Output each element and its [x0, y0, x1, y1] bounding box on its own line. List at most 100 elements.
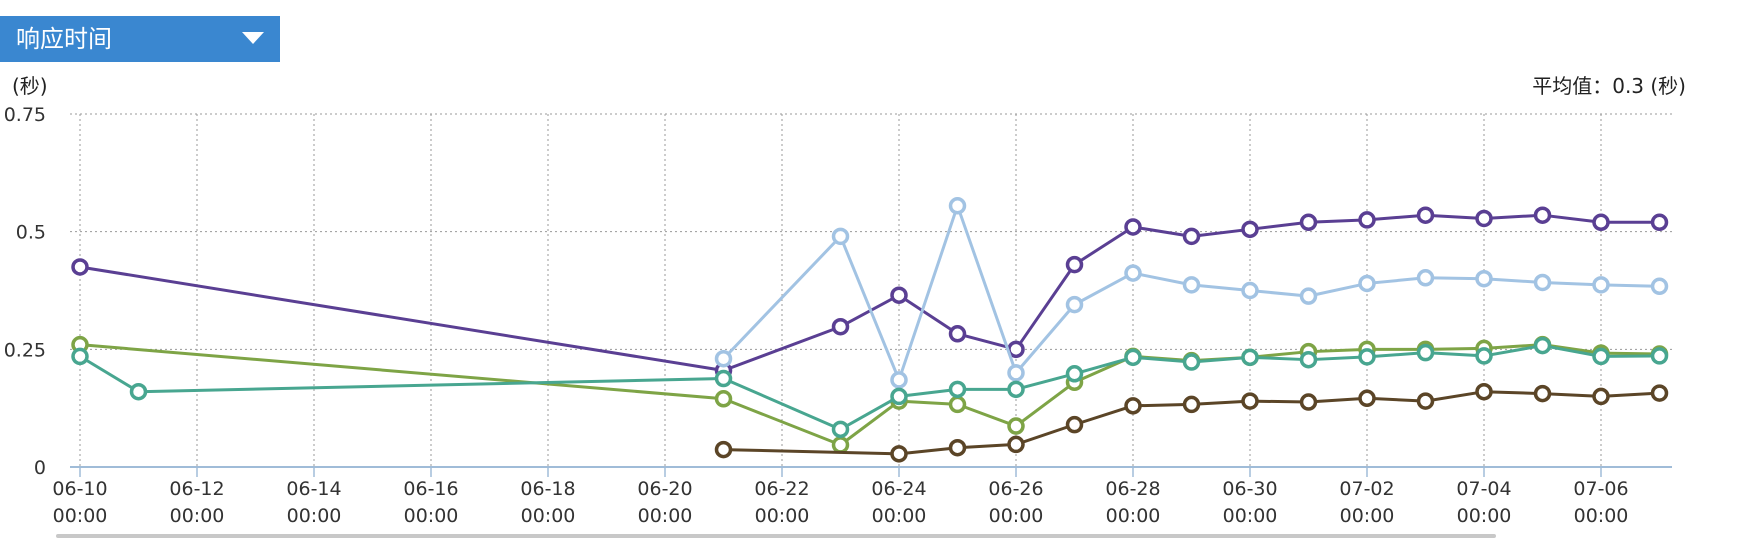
data-point — [948, 325, 967, 343]
data-point — [948, 438, 967, 457]
y-tick-label: 0.25 — [4, 339, 46, 361]
x-tick-label-time: 00:00 — [521, 505, 576, 527]
series-1 — [71, 206, 1669, 380]
x-tick-label-time: 00:00 — [1340, 505, 1395, 527]
x-tick-label-date: 06-14 — [286, 478, 341, 500]
x-tick-label-date: 06-20 — [637, 478, 692, 500]
series-line — [722, 204, 1660, 382]
data-point — [1241, 348, 1259, 367]
x-tick-label-date: 06-18 — [520, 478, 575, 500]
data-point — [1182, 395, 1201, 414]
y-tick-labels: 0.75 0.5 0.25 0 — [4, 104, 46, 479]
x-tick-label-time: 00:00 — [872, 505, 927, 527]
data-point — [1650, 213, 1669, 232]
y-tick-label: 0.75 — [4, 104, 46, 126]
data-point — [1065, 415, 1084, 434]
x-tick-label-date: 07-06 — [1573, 478, 1628, 500]
x-tick-label-time: 00:00 — [989, 505, 1044, 527]
data-point — [1650, 347, 1669, 365]
data-point — [831, 317, 850, 336]
data-point — [1475, 382, 1493, 401]
y-unit-label: (秒) — [12, 74, 48, 98]
data-point — [1533, 336, 1552, 355]
data-point — [1124, 348, 1142, 367]
data-point — [831, 420, 850, 439]
data-point — [1416, 343, 1435, 362]
data-point — [1065, 295, 1084, 314]
x-tick-label-time: 00:00 — [1574, 505, 1629, 527]
data-point — [71, 258, 89, 276]
series-lines — [71, 197, 1669, 463]
data-point — [1533, 384, 1552, 403]
x-tick-label-date: 06-22 — [754, 478, 809, 500]
x-tick-label-date: 07-02 — [1339, 478, 1394, 500]
x-tick-label-date: 06-24 — [871, 478, 926, 500]
data-point — [1007, 364, 1025, 382]
data-point — [1475, 269, 1493, 288]
x-tick-label-date: 07-04 — [1456, 478, 1511, 500]
x-tick-label-date: 06-10 — [52, 478, 107, 500]
data-point — [890, 445, 908, 463]
data-point — [1533, 273, 1552, 292]
data-point — [1241, 392, 1259, 410]
metric-dropdown[interactable]: 响应时间 — [0, 16, 280, 62]
data-point — [1007, 380, 1025, 399]
data-point — [1124, 218, 1142, 236]
data-point — [1065, 255, 1084, 274]
data-point — [1241, 220, 1259, 239]
series-2 — [714, 197, 1669, 389]
data-point — [1533, 206, 1552, 224]
data-point — [1241, 281, 1259, 300]
data-point — [1358, 211, 1376, 229]
x-tick-label-time: 00:00 — [1223, 505, 1278, 527]
x-tick-label-time: 00:00 — [755, 505, 810, 527]
data-point — [1592, 213, 1610, 232]
data-point — [948, 380, 967, 399]
data-point — [1007, 340, 1025, 359]
data-point — [1299, 393, 1318, 411]
scrollbar[interactable] — [56, 534, 1496, 538]
data-point — [1416, 392, 1435, 410]
x-tick-label-time: 00:00 — [404, 505, 459, 527]
data-point — [1182, 276, 1201, 294]
data-point — [71, 347, 89, 366]
data-point — [890, 387, 908, 406]
data-point — [1065, 365, 1084, 383]
y-tick-label: 0.5 — [16, 222, 46, 244]
data-point — [890, 286, 908, 304]
x-tick-labels: 06-10 00:00 06-12 00:00 06-14 00:00 06-16 00:00… — [52, 478, 1628, 527]
data-point — [1124, 397, 1142, 415]
data-point — [1182, 227, 1201, 246]
data-point — [1299, 213, 1318, 232]
data-point — [1416, 206, 1435, 224]
data-point — [1650, 384, 1669, 402]
data-point — [714, 440, 733, 459]
x-tick-label-date: 06-30 — [1222, 478, 1277, 500]
data-point — [1358, 274, 1376, 293]
x-tick-label-time: 00:00 — [638, 505, 693, 527]
axes — [70, 466, 1672, 477]
y-tick-label: 0 — [34, 457, 46, 479]
x-tick-label-time: 00:00 — [1106, 505, 1161, 527]
data-point — [1475, 347, 1493, 365]
series-4 — [71, 336, 1669, 439]
average-label: 平均值：0.3 (秒) — [1532, 74, 1686, 98]
data-point — [890, 371, 908, 389]
data-point — [1299, 287, 1318, 305]
data-point — [1299, 350, 1318, 369]
series-5 — [714, 382, 1669, 463]
data-point — [1592, 276, 1610, 294]
data-point — [1650, 277, 1669, 296]
data-point — [1592, 347, 1610, 366]
data-point — [1007, 417, 1025, 435]
x-tick-label-time: 00:00 — [287, 505, 342, 527]
metric-dropdown-label: 响应时间 — [16, 25, 112, 53]
data-point — [1182, 353, 1201, 371]
data-point — [1592, 387, 1610, 406]
caret-down-icon[interactable] — [242, 32, 264, 44]
data-point — [1475, 209, 1493, 228]
data-point — [714, 349, 733, 368]
x-tick-label-date: 06-26 — [988, 478, 1043, 500]
data-point — [948, 395, 967, 414]
